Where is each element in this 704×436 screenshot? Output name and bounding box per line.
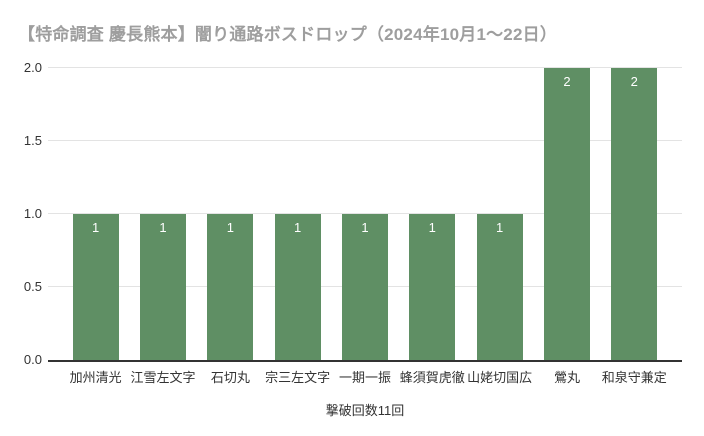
x-tick-label: 加州清光 — [69, 370, 122, 385]
x-tick-label: 江雪左文字 — [130, 370, 196, 385]
bar-value-label: 1 — [159, 220, 167, 235]
y-tick-label: 2.0 — [23, 60, 42, 75]
bar-value-label: 1 — [496, 220, 504, 235]
bar-slot: 2 — [533, 68, 600, 360]
x-tick-label: 和泉守兼定 — [601, 370, 667, 385]
bar-value-label: 1 — [428, 220, 436, 235]
bar-value-label: 1 — [92, 220, 100, 235]
plot-area: 1 1 1 1 1 1 1 2 2 — [48, 67, 682, 362]
bar-slot: 1 — [197, 68, 264, 360]
bar: 1 — [207, 214, 254, 360]
bar: 1 — [409, 214, 456, 360]
bar-value-label: 2 — [630, 74, 638, 89]
x-tick-label: 山姥切国広 — [467, 370, 533, 385]
x-axis-title: 撃破回数11回 — [325, 403, 405, 418]
bar-value-label: 1 — [294, 220, 302, 235]
bar-value-label: 1 — [226, 220, 234, 235]
x-tick-label: 宗三左文字 — [265, 370, 331, 385]
y-tick-label: 1.0 — [23, 206, 42, 221]
bar: 1 — [139, 214, 186, 360]
bar-slot: 1 — [129, 68, 196, 360]
bar: 1 — [274, 214, 321, 360]
bar: 2 — [611, 68, 658, 360]
x-tick-label: 鶯丸 — [553, 370, 580, 385]
bar-slot: 1 — [331, 68, 398, 360]
x-axis: 加州清光 江雪左文字 石切丸 宗三左文字 一期一振 蜂須賀虎徹 山姥切国広 鶯丸 和泉守兼定 — [48, 367, 682, 386]
bar-slot: 2 — [601, 68, 668, 360]
bar-slot: 1 — [466, 68, 533, 360]
x-tick-label: 一期一振 — [338, 370, 391, 385]
chart-title: 【特命調査 慶長熊本】闇り通路ボスドロップ（2024年10月1～22日） — [18, 25, 558, 44]
bars-row: 1 1 1 1 1 1 1 2 2 — [48, 68, 682, 360]
x-tick-label: 蜂須賀虎徹 — [399, 370, 465, 385]
bar-value-label: 2 — [563, 74, 571, 89]
bar-slot: 1 — [264, 68, 331, 360]
y-axis: 0.0 0.5 1.0 1.5 2.0 — [0, 61, 42, 367]
bar: 1 — [476, 214, 523, 360]
bar: 2 — [543, 68, 590, 360]
y-tick-label: 0.0 — [23, 352, 42, 367]
bar: 1 — [72, 214, 119, 360]
bar-slot: 1 — [62, 68, 129, 360]
bar-slot: 1 — [399, 68, 466, 360]
gridline — [48, 67, 682, 68]
bar: 1 — [341, 214, 388, 360]
y-tick-label: 1.5 — [23, 133, 42, 148]
gridline — [48, 140, 682, 141]
bar-value-label: 1 — [361, 220, 369, 235]
y-tick-label: 0.5 — [23, 279, 42, 294]
x-tick-label: 石切丸 — [210, 370, 250, 385]
gridline — [48, 213, 682, 214]
